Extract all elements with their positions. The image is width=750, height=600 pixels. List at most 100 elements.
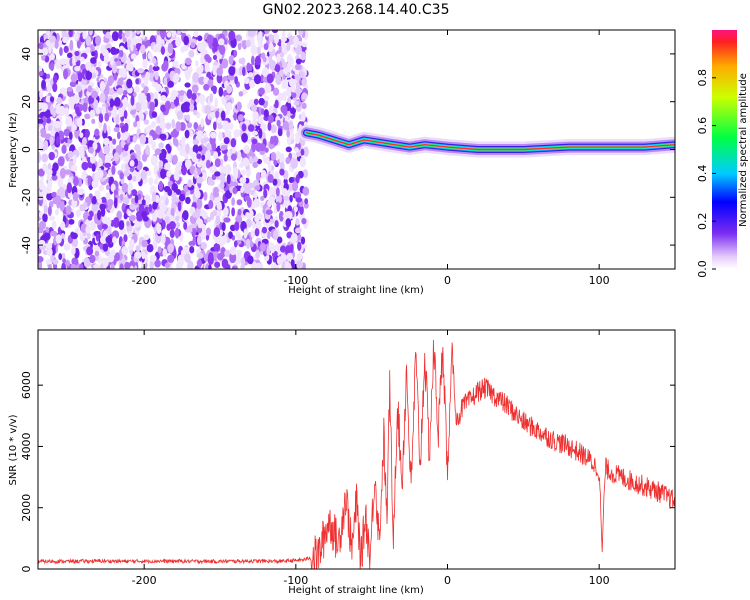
noise-cell [234,34,242,42]
noise-cell [292,181,299,192]
noise-cell [158,180,164,191]
noise-cell [211,141,217,152]
noise-cell [60,233,65,239]
noise-cell [189,246,195,254]
noise-cell [278,69,284,77]
noise-cell [253,156,259,163]
noise-cell [185,196,191,205]
noise-cell [193,122,199,130]
noise-cell [234,221,240,231]
noise-cell [294,191,302,200]
noise-cell [119,193,124,201]
noise-cell [46,243,53,249]
noise-cell [127,184,132,196]
noise-cell [175,215,180,222]
noise-cell [256,158,263,165]
noise-cell [123,144,129,152]
noise-cell [248,155,254,165]
noise-cell [139,112,145,122]
noise-cell [174,166,180,173]
noise-cell [94,250,100,257]
noise-cell [154,71,159,81]
noise-cell [130,53,137,60]
noise-cell [100,196,107,204]
noise-cell [123,170,130,177]
noise-cell [109,56,115,66]
spectrogram-x-axis-label: Height of straight line (km) [288,285,424,296]
noise-cell [114,252,120,262]
noise-cell [153,165,159,176]
noise-cell [166,151,171,162]
noise-cell [98,184,104,192]
noise-cell [240,57,246,65]
noise-cell [274,99,279,109]
noise-cell [118,30,123,40]
noise-cell [119,49,124,58]
noise-cell [145,144,150,156]
noise-cell [133,121,138,128]
noise-cell [38,179,45,191]
noise-cell [159,121,167,130]
noise-cell [185,57,192,66]
noise-cell [70,231,75,238]
noise-cell [300,148,305,156]
noise-cell [244,195,250,201]
noise-cell [121,182,129,193]
noise-cell [83,256,90,268]
noise-cell [263,115,270,121]
noise-cell [149,254,157,263]
noise-cell [62,258,66,264]
noise-cell [160,46,166,55]
noise-cell [49,53,56,61]
y-tick-label: 40 [20,47,33,61]
noise-cell [74,50,80,57]
noise-cell [184,159,192,169]
noise-cell [41,115,47,126]
noise-cell [204,54,211,61]
noise-cell [164,162,171,170]
noise-cell [50,104,54,115]
y-tick-label: 4000 [20,432,33,460]
spectrogram-y-axis-label: Frequency (Hz) [8,112,19,188]
noise-cell [267,121,272,132]
noise-cell [293,100,300,106]
noise-cell [272,178,278,186]
noise-cell [150,155,158,166]
noise-cell [79,132,84,138]
noise-cell [197,252,204,259]
noise-cell [135,171,142,183]
noise-cell [140,169,147,180]
noise-cell [263,43,269,51]
noise-cell [240,186,244,193]
noise-cell [232,187,238,195]
noise-cell [41,79,46,90]
noise-cell [181,136,186,142]
noise-cell [89,221,97,229]
noise-cell [260,108,265,115]
noise-cell [301,78,307,87]
noise-cell [71,124,77,131]
noise-cell [201,154,206,161]
noise-cell [134,251,142,259]
noise-cell [213,151,219,160]
noise-cell [230,153,237,161]
snr-x-axis-label: Height of straight line (km) [288,585,424,596]
noise-cell [134,101,142,112]
y-tick-label: 0 [20,566,33,573]
noise-cell [94,49,98,60]
noise-cell [68,30,73,38]
noise-cell [128,230,133,239]
noise-cell [209,93,214,103]
noise-cell [76,117,83,128]
noise-cell [220,110,226,121]
noise-cell [255,220,262,229]
noise-cell [120,67,128,78]
noise-cell [240,169,247,176]
noise-cell [194,60,199,67]
noise-cell [134,50,139,56]
noise-cell [116,60,122,67]
noise-cell [110,46,117,56]
noise-cell [52,162,59,172]
noise-cell [249,79,256,89]
